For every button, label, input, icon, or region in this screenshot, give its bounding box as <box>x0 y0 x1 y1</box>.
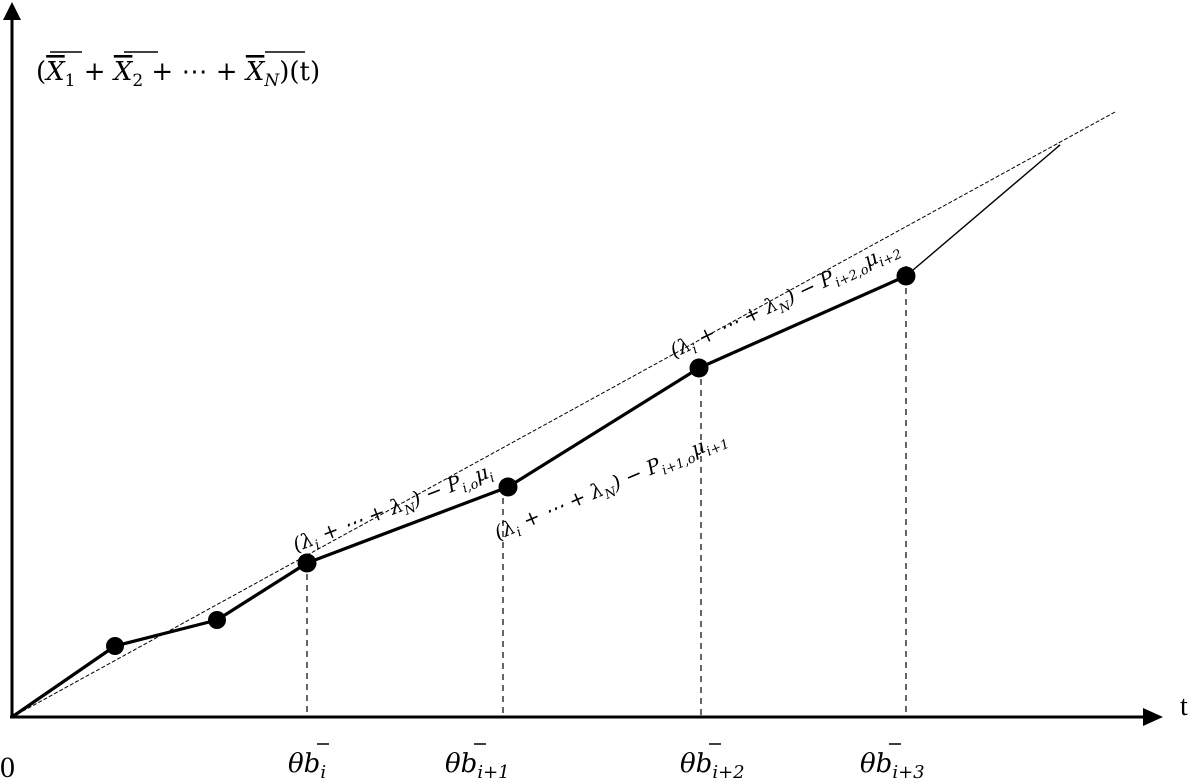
point-3 <box>297 553 317 573</box>
y-axis-label: (X1 + X2 + ⋯ + XN)(t) <box>36 57 320 91</box>
slope-label-i1: (λi + ⋯ + λN) − Pi+1,oμi+1 <box>491 425 732 548</box>
point-2 <box>208 611 226 629</box>
tick-label-i3: θbi+3 <box>860 749 925 783</box>
tick-label-i: θbi <box>288 749 326 783</box>
axes <box>3 2 1163 726</box>
point-6 <box>896 266 916 286</box>
piecewise-curve <box>11 274 907 719</box>
thin-extension-join <box>1057 144 1061 147</box>
x-axis-label: t <box>1180 691 1188 722</box>
slope-label-i: (λi + ⋯ + λN) − Pi,oμi <box>289 458 497 560</box>
tick-labels: θbi θbi+1 θbi+2 θbi+3 <box>288 743 925 783</box>
point-4 <box>498 477 518 497</box>
point-1 <box>106 637 124 655</box>
tick-label-i2: θbi+2 <box>680 749 745 783</box>
data-points <box>106 266 916 655</box>
reference-dashed-line <box>11 111 1116 718</box>
slope-labels: (λi + ⋯ + λN) − Pi,oμi (λi + ⋯ + λN) − P… <box>289 235 904 560</box>
x-axis-arrow-icon <box>1143 708 1163 726</box>
tick-label-i1: θbi+1 <box>445 749 510 783</box>
slope-label-i2: (λi + ⋯ + λN) − Pi+2,oμi+2 <box>666 235 904 366</box>
thin-extension-line <box>905 144 1061 277</box>
origin-label: 0 <box>0 751 15 784</box>
drop-lines <box>306 266 907 717</box>
y-axis-arrow-icon <box>3 2 21 20</box>
point-5 <box>689 358 709 378</box>
